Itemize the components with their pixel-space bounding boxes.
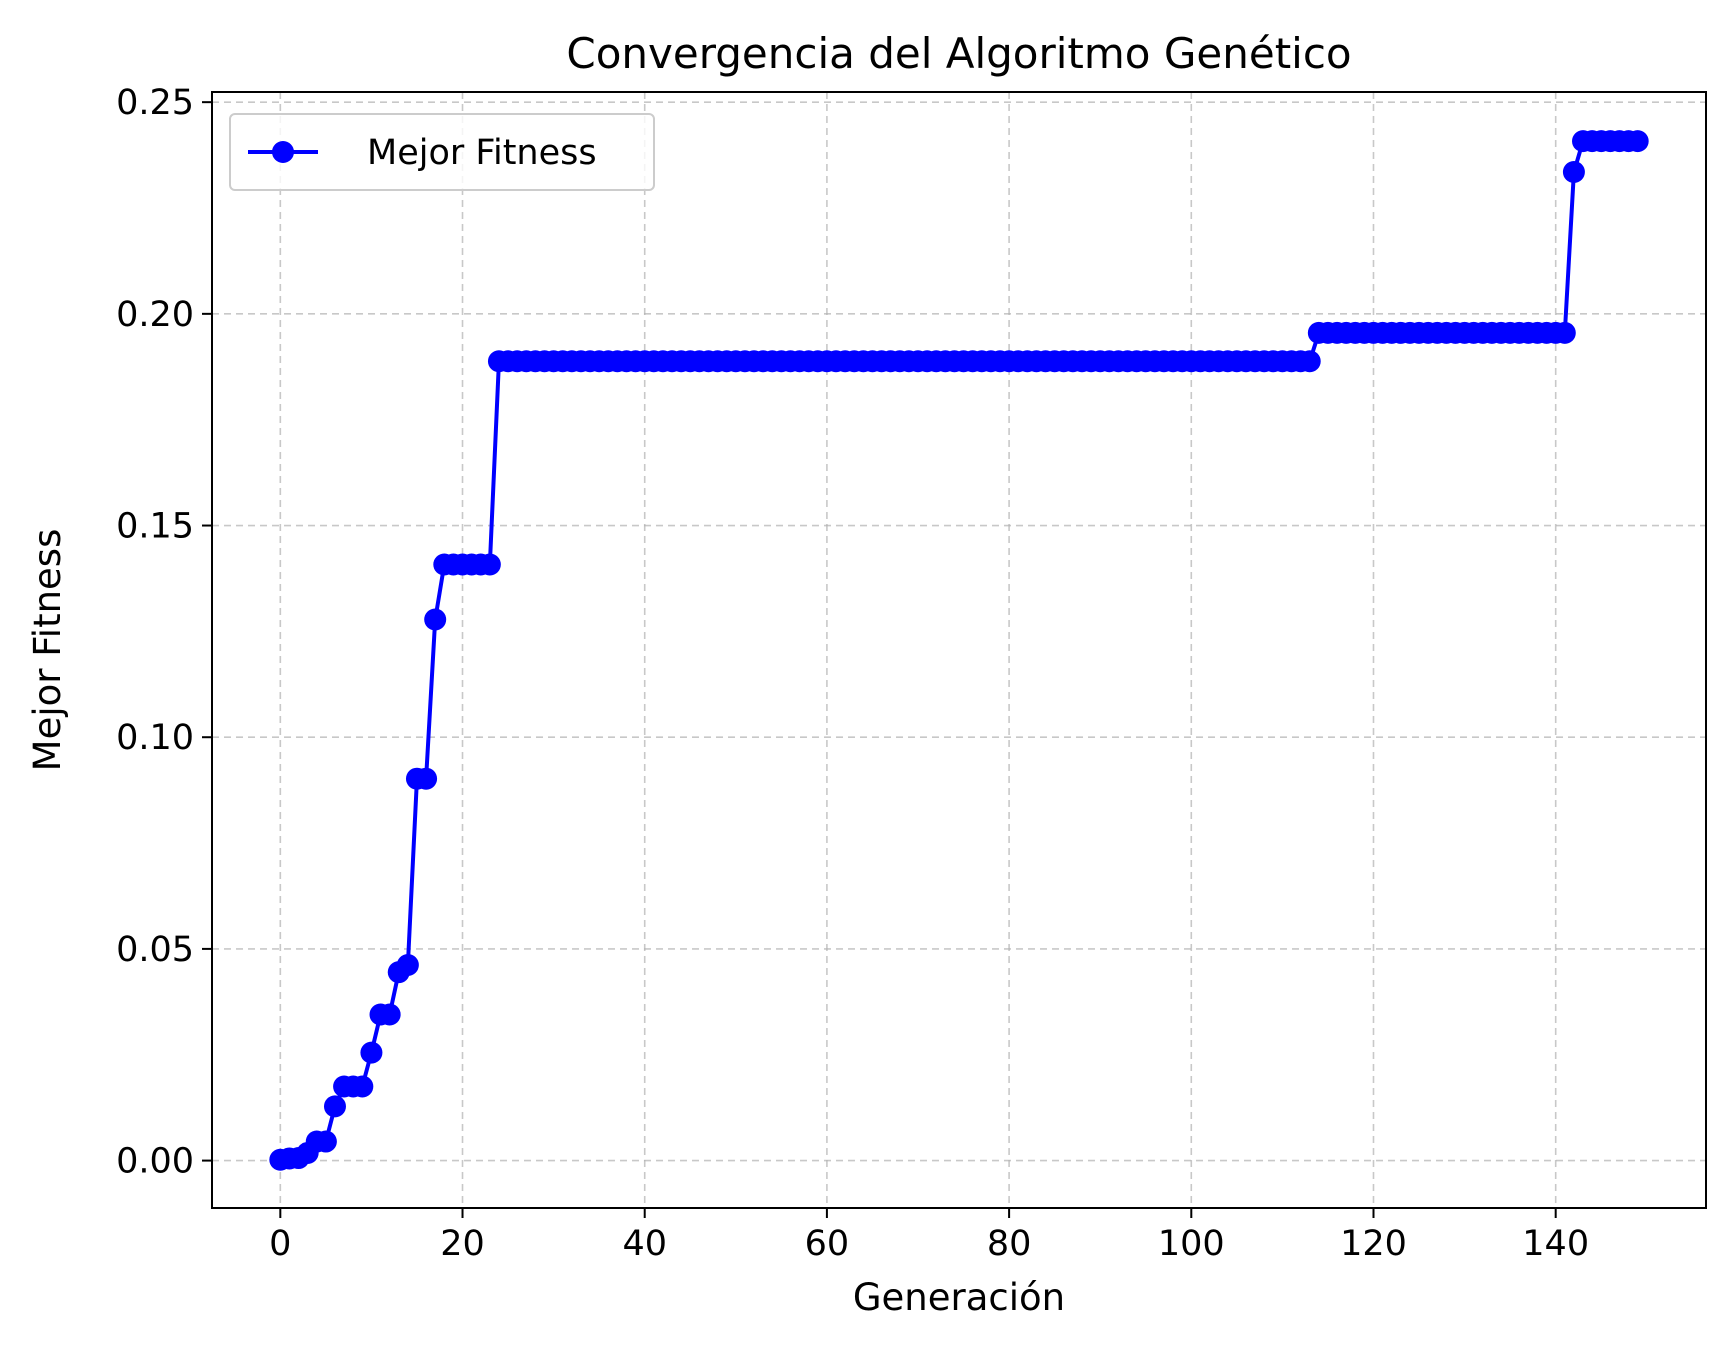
x-tick-label: 40 (622, 1224, 667, 1264)
y-tick-label: 0.10 (116, 718, 194, 758)
y-tick-label: 0.05 (116, 930, 194, 970)
legend-box (229, 113, 655, 191)
legend-marker-swatch (272, 141, 294, 163)
y-axis-label: Mejor Fitness (26, 529, 69, 772)
data-point (314, 1130, 337, 1153)
data-point (323, 1095, 346, 1118)
x-tick-label: 80 (987, 1224, 1032, 1264)
data-point (1298, 350, 1321, 373)
x-tick-label: 140 (1522, 1224, 1589, 1264)
y-tick-label: 0.20 (116, 295, 194, 335)
grid-layer (212, 92, 1706, 1208)
x-tick-label: 120 (1340, 1224, 1407, 1264)
x-tick-label: 0 (269, 1224, 291, 1264)
plot-area-frame (211, 91, 1707, 1209)
ticks-layer: 0 20 40 60 80 100 120 140 0.00 0.05 0.10 0.15 0.20 0.… (116, 83, 1589, 1264)
y-tick-label: 0.25 (116, 83, 194, 123)
x-tick-label: 60 (805, 1224, 850, 1264)
data-point (351, 1075, 374, 1098)
data-point (1562, 161, 1585, 184)
data-point (378, 1003, 401, 1026)
y-tick-label: 0.00 (116, 1142, 194, 1182)
series-layer (269, 130, 1649, 1171)
data-point (424, 608, 447, 631)
x-axis-label: Generación (853, 1276, 1065, 1319)
data-point (1553, 321, 1576, 344)
data-point (1626, 130, 1649, 153)
chart-title: Convergencia del Algoritmo Genético (566, 29, 1351, 78)
y-tick-label: 0.15 (116, 507, 194, 547)
legend-entry-mejor-fitness: Mejor Fitness (367, 133, 597, 173)
data-point (360, 1041, 383, 1064)
x-tick-label: 20 (440, 1224, 485, 1264)
data-point (396, 953, 419, 976)
data-point (415, 767, 438, 790)
x-tick-label: 100 (1158, 1224, 1225, 1264)
data-point (478, 553, 501, 576)
legend: Mejor Fitness (229, 113, 655, 191)
